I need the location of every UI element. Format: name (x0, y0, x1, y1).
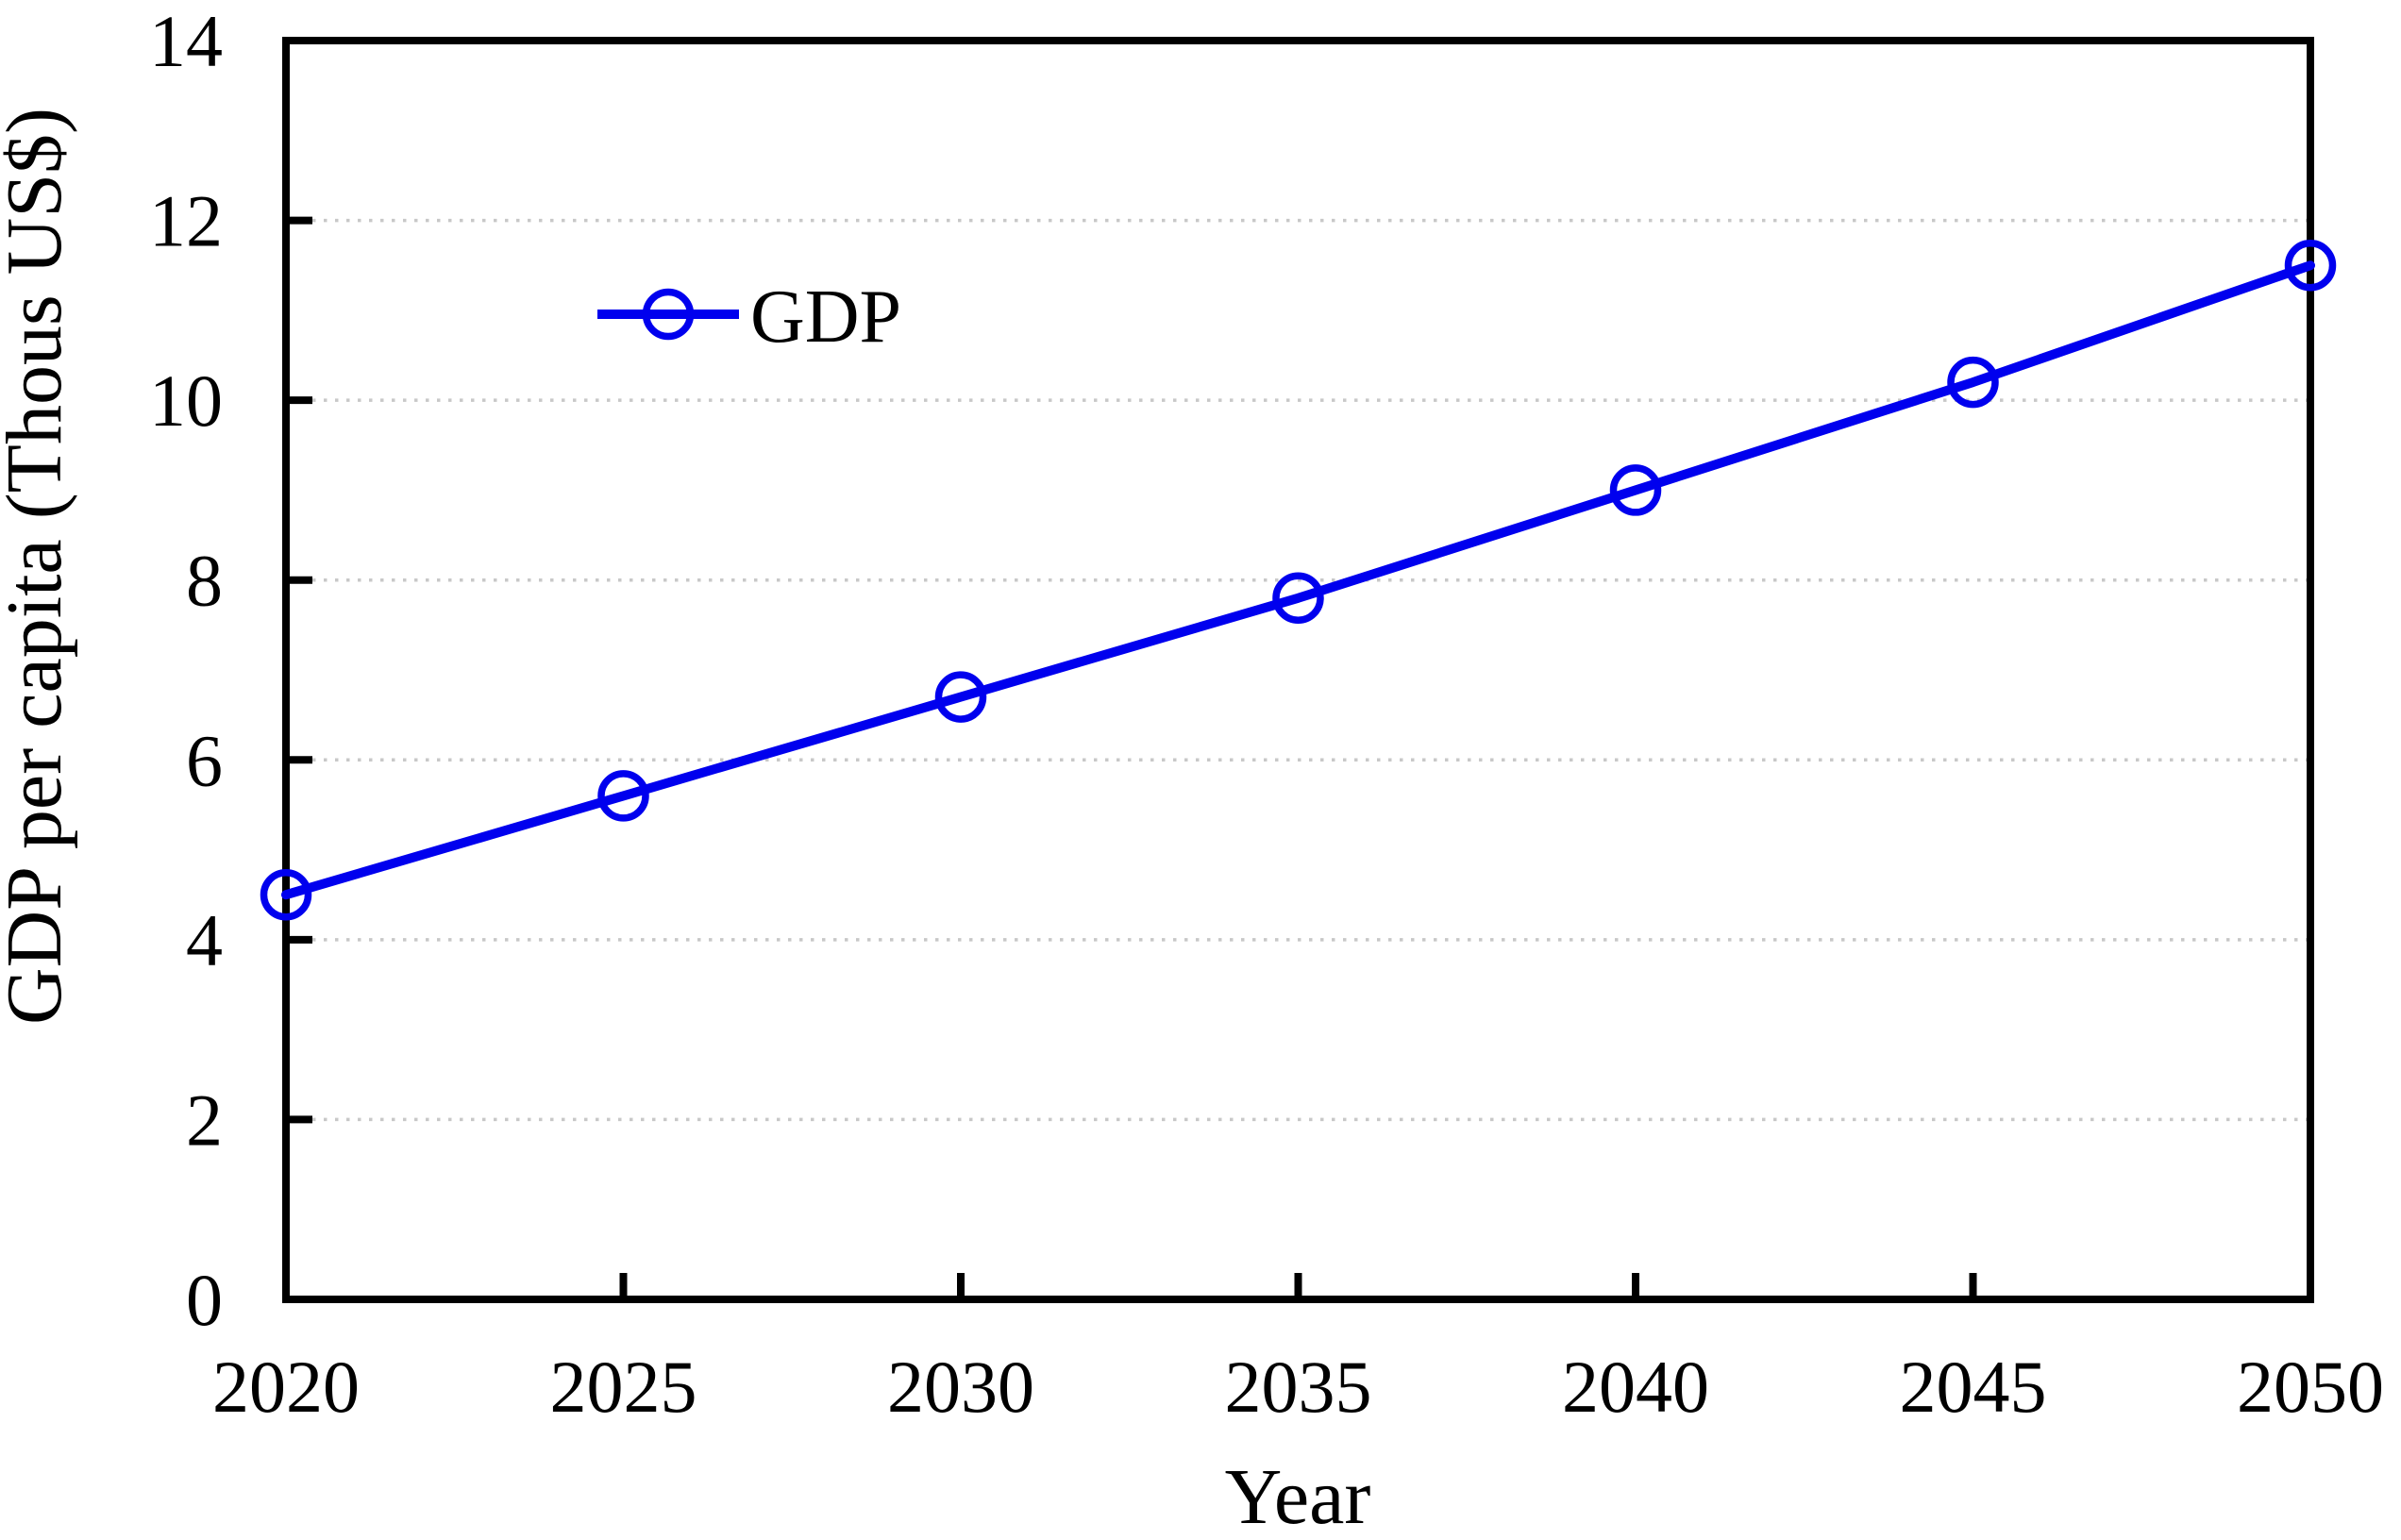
data-point-marker (1947, 356, 1999, 409)
x-tick-label: 2035 (1225, 1346, 1372, 1428)
data-point-marker (2284, 239, 2337, 292)
x-tick-label: 2025 (550, 1346, 697, 1428)
gdp-series (260, 239, 2337, 921)
y-tick-label: 6 (186, 719, 223, 801)
y-tick-label: 14 (149, 0, 223, 82)
data-point-marker (1272, 572, 1324, 625)
x-tick-label: 2030 (887, 1346, 1034, 1428)
x-axis-title: Year (1225, 1453, 1371, 1540)
data-point-marker (1609, 464, 1662, 516)
data-point-marker (260, 868, 312, 921)
tick-labels: 0 2 4 6 8 10 12 14 2020 2025 2030 2035 2040 2045 2050 (149, 0, 2384, 1428)
plot-border (282, 37, 2314, 1303)
y-tick-label: 0 (186, 1259, 223, 1341)
data-point-marker (934, 671, 987, 723)
axis-ticks (282, 37, 2314, 1303)
x-tick-label: 2050 (2237, 1346, 2384, 1428)
y-tick-label: 4 (186, 899, 223, 981)
data-point-marker (597, 770, 649, 822)
x-tick-label: 2020 (212, 1346, 360, 1428)
y-axis-title: GDP per capita (Thous US$) (0, 108, 78, 1025)
legend: GDP (597, 276, 901, 359)
y-tick-label: 10 (149, 360, 223, 442)
y-tick-label: 2 (186, 1079, 223, 1161)
x-tick-label: 2040 (1562, 1346, 1709, 1428)
x-tick-label: 2045 (1900, 1346, 2047, 1428)
legend-marker-icon (642, 288, 695, 341)
legend-label: GDP (750, 276, 901, 359)
gdp-series-line (281, 260, 2315, 900)
y-tick-label: 12 (149, 180, 223, 262)
gridlines (290, 218, 2307, 1122)
y-tick-label: 8 (186, 540, 223, 622)
